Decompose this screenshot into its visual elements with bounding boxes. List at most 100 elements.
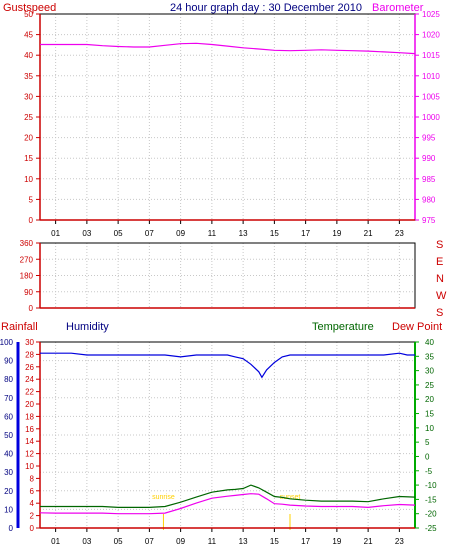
p3-x-tick-label: 21 xyxy=(364,537,373,546)
p3-x-tick-label: 03 xyxy=(82,537,91,546)
humidity-tick-label: 30 xyxy=(4,468,13,477)
gustspeed-tick-label: 15 xyxy=(24,154,33,163)
humidity-tick-label: 70 xyxy=(4,394,13,403)
rain-tick-label: 4 xyxy=(30,499,35,508)
dewpoint-line xyxy=(39,493,416,515)
p3-x-tick-label: 17 xyxy=(301,537,310,546)
humidity-tick-label: 40 xyxy=(4,450,13,459)
humidity-tick-label: 50 xyxy=(4,431,13,440)
rain-tick-label: 2 xyxy=(30,512,35,521)
p3-x-tick-label: 11 xyxy=(208,537,217,546)
wind-dir-tick-label: 0 xyxy=(29,304,34,313)
sun-marker-label: sunset xyxy=(280,494,301,501)
temp-tick-label: 10 xyxy=(425,424,434,433)
compass-letter: S xyxy=(436,307,443,319)
gustspeed-tick-label: 35 xyxy=(24,72,33,81)
p1-x-tick-label: 17 xyxy=(301,229,310,238)
dewpoint-label: Dew Point xyxy=(392,321,442,333)
p3-x-tick-label: 01 xyxy=(51,537,60,546)
wind-baro-panel: 0510152025303540455097598098599099510001… xyxy=(24,10,440,238)
temp-tick-label: -10 xyxy=(425,481,437,490)
p3-x-tick-label: 07 xyxy=(145,537,154,546)
humidity-tick-label: 0 xyxy=(9,524,14,533)
gustspeed-label: Gustspeed xyxy=(3,2,56,14)
compass-letter: N xyxy=(436,273,444,285)
rain-tick-label: 20 xyxy=(25,400,34,409)
barometer-tick-label: 1025 xyxy=(422,10,440,19)
compass-letter: W xyxy=(436,290,447,302)
p1-x-tick-label: 05 xyxy=(114,229,123,238)
temp-tick-label: -15 xyxy=(425,495,437,504)
temperature-label: Temperature xyxy=(312,321,374,333)
rain-tick-label: 28 xyxy=(25,350,34,359)
barometer-label: Barometer xyxy=(372,2,424,14)
humidity-tick-label: 10 xyxy=(4,505,13,514)
p1-x-tick-label: 09 xyxy=(176,229,185,238)
rain-tick-label: 14 xyxy=(25,437,34,446)
p1-x-tick-label: 07 xyxy=(145,229,154,238)
rainfall-label: Rainfall xyxy=(1,321,38,333)
temp-tick-label: -5 xyxy=(425,467,433,476)
rain-tick-label: 6 xyxy=(30,487,35,496)
gustspeed-tick-label: 45 xyxy=(24,31,33,40)
p1-x-tick-label: 11 xyxy=(208,229,217,238)
temp-tick-label: 5 xyxy=(425,438,430,447)
barometer-tick-label: 1005 xyxy=(422,92,440,101)
wind-dir-tick-label: 90 xyxy=(24,288,33,297)
rain-tick-label: 16 xyxy=(25,425,34,434)
temp-tick-label: -20 xyxy=(425,510,437,519)
barometer-tick-label: 985 xyxy=(422,175,436,184)
barometer-tick-label: 1000 xyxy=(422,113,440,122)
sun-marker-label: sunrise xyxy=(152,494,175,501)
p1-x-tick-label: 23 xyxy=(395,229,404,238)
rain-tick-label: 8 xyxy=(30,474,35,483)
p1-x-tick-label: 03 xyxy=(82,229,91,238)
p1-x-tick-label: 19 xyxy=(332,229,341,238)
rain-tick-label: 0 xyxy=(30,524,35,533)
humidity-tick-label: 80 xyxy=(4,375,13,384)
chart-title: 24 hour graph day : 30 December 2010 xyxy=(170,2,362,14)
rain-tick-label: 26 xyxy=(25,363,34,372)
gustspeed-tick-label: 0 xyxy=(29,216,34,225)
compass-letter: S xyxy=(436,239,443,251)
temp-tick-label: 40 xyxy=(425,338,434,347)
gustspeed-tick-label: 20 xyxy=(24,134,33,143)
temp-tick-label: 20 xyxy=(425,395,434,404)
gustspeed-tick-label: 40 xyxy=(24,51,33,60)
p3-x-tick-label: 19 xyxy=(332,537,341,546)
gustspeed-tick-label: 5 xyxy=(29,195,34,204)
rain-tick-label: 18 xyxy=(25,412,34,421)
humidity-line xyxy=(40,352,415,379)
p3-x-tick-label: 13 xyxy=(239,537,248,546)
humidity-tick-label: 90 xyxy=(4,357,13,366)
humidity-tick-label: 20 xyxy=(4,487,13,496)
gustspeed-tick-label: 25 xyxy=(24,113,33,122)
barometer-tick-label: 980 xyxy=(422,195,436,204)
temp-humidity-panel: 0102030405060708090100024681012141618202… xyxy=(0,338,437,546)
p3-x-tick-label: 23 xyxy=(395,537,404,546)
temp-tick-label: 25 xyxy=(425,381,434,390)
temp-tick-label: 15 xyxy=(425,410,434,419)
barometer-tick-label: 975 xyxy=(422,216,436,225)
barometer-tick-label: 995 xyxy=(422,134,436,143)
barometer-line xyxy=(40,42,416,55)
rain-tick-label: 22 xyxy=(25,388,34,397)
p1-x-tick-label: 15 xyxy=(270,229,279,238)
gustspeed-tick-label: 10 xyxy=(24,175,33,184)
barometer-tick-label: 1010 xyxy=(422,72,440,81)
rain-tick-label: 24 xyxy=(25,375,34,384)
wind-dir-tick-label: 270 xyxy=(20,255,34,264)
p3-x-tick-label: 05 xyxy=(114,537,123,546)
gustspeed-tick-label: 30 xyxy=(24,92,33,101)
p3-x-tick-label: 09 xyxy=(176,537,185,546)
wind-dir-tick-label: 180 xyxy=(20,272,34,281)
rain-tick-label: 30 xyxy=(25,338,34,347)
humidity-tick-label: 60 xyxy=(4,412,13,421)
humidity-tick-label: 100 xyxy=(0,338,14,347)
p3-x-tick-label: 15 xyxy=(270,537,279,546)
humidity-label: Humidity xyxy=(66,321,109,333)
wind-dir-tick-label: 360 xyxy=(20,239,34,248)
barometer-tick-label: 1015 xyxy=(422,51,440,60)
temp-tick-label: 30 xyxy=(425,367,434,376)
